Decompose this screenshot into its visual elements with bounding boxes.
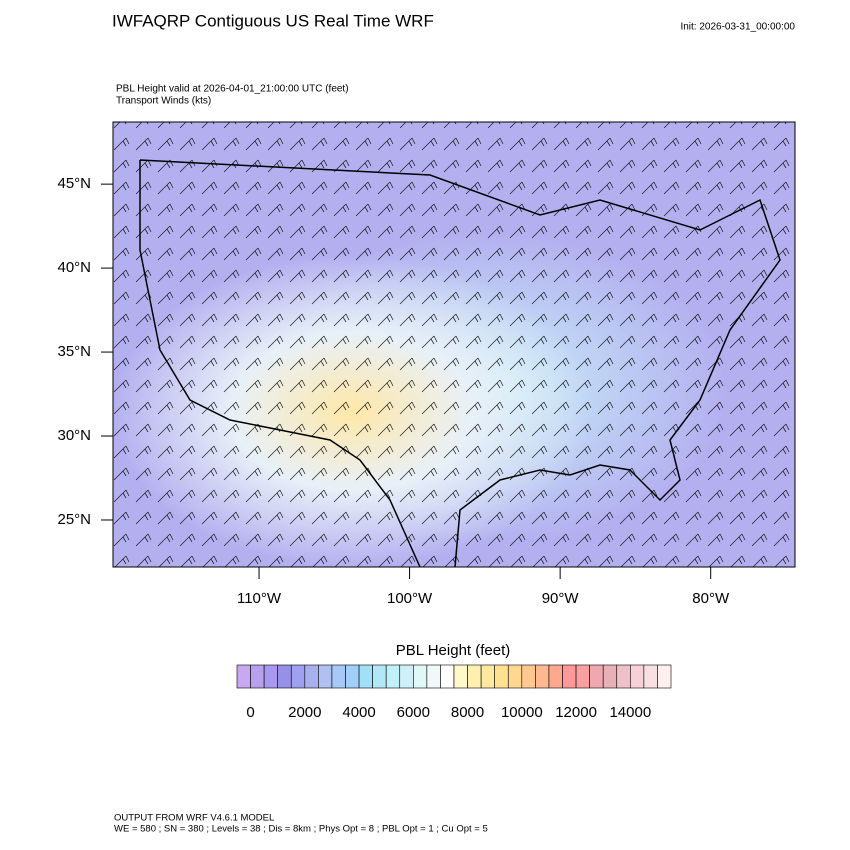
footer: WE = 580 ; SN = 380 ; Levels = 38 ; Dis … (114, 824, 488, 835)
colorbar-swatch (494, 664, 509, 689)
colorbar-tick-label: 12000 (555, 704, 597, 721)
colorbar-swatch (345, 664, 360, 689)
map-frame (112, 121, 796, 568)
colorbar-swatch (453, 664, 468, 689)
x-tick-label: 90°W (542, 590, 580, 607)
colorbar-swatch (602, 664, 618, 689)
colorbar-swatch (480, 664, 495, 689)
colorbar-swatch (507, 664, 523, 689)
subtitle: PBL Height valid at 2026-04-01_21:00:00 … (116, 84, 349, 95)
map (112, 121, 796, 568)
colorbar-swatch (413, 664, 428, 689)
colorbar-tick-label: 0 (246, 704, 254, 721)
colorbar-swatch (575, 664, 590, 689)
colorbar-swatch (236, 664, 251, 689)
coastline (139, 159, 781, 568)
colorbar-swatch (548, 664, 563, 689)
colorbar-swatch (535, 664, 550, 689)
colorbar-tick-label: 8000 (451, 704, 484, 721)
wind-barbs (113, 122, 795, 567)
colorbar-tick-label: 4000 (342, 704, 375, 721)
y-tick-label: 25°N (57, 511, 91, 528)
colorbar-swatch (304, 664, 319, 689)
colorbar-swatch (250, 664, 265, 689)
colorbar-tick-label: 6000 (397, 704, 430, 721)
colorbar-swatch (277, 664, 292, 689)
y-tick-label: 35°N (57, 343, 91, 360)
colorbar-swatch (318, 664, 333, 689)
y-tick-label: 45°N (57, 175, 91, 192)
title: IWFAQRP Contiguous US Real Time WRF (112, 11, 434, 30)
colorbar-swatch (426, 664, 441, 689)
colorbar-swatch (331, 664, 346, 689)
y-tick-label: 30°N (57, 427, 91, 444)
colorbar-swatch (630, 664, 645, 689)
colorbar-swatch (467, 664, 482, 689)
x-tick-label: 80°W (692, 590, 730, 607)
colorbar-title: PBL Height (feet) (396, 642, 511, 659)
colorbar-swatch (440, 664, 455, 689)
colorbar-tick-label: 2000 (288, 704, 321, 721)
colorbar-swatch (657, 664, 672, 689)
colorbar-swatch (358, 664, 373, 689)
colorbar-swatch (263, 664, 278, 689)
colorbar-swatch (589, 664, 604, 689)
colorbar-swatch (643, 664, 658, 689)
x-tick-label: 100°W (387, 590, 433, 607)
colorbar-swatch (372, 664, 387, 689)
colorbar-swatch (399, 664, 414, 689)
footer: OUTPUT FROM WRF V4.6.1 MODEL (114, 813, 274, 824)
colorbar-swatch (562, 664, 577, 689)
colorbar-swatch (616, 664, 631, 689)
colorbar-tick-label: 14000 (609, 704, 651, 721)
colorbar-tick-label: 10000 (501, 704, 543, 721)
colorbar-swatch (385, 664, 401, 689)
x-tick-label: 110°W (237, 590, 282, 607)
subtitle: Transport Winds (kts) (116, 96, 211, 107)
y-tick-label: 40°N (57, 259, 91, 276)
colorbar-swatch (290, 664, 306, 689)
init-time: Init: 2026-03-31_00:00:00 (680, 22, 795, 33)
colorbar-swatch (521, 664, 536, 689)
